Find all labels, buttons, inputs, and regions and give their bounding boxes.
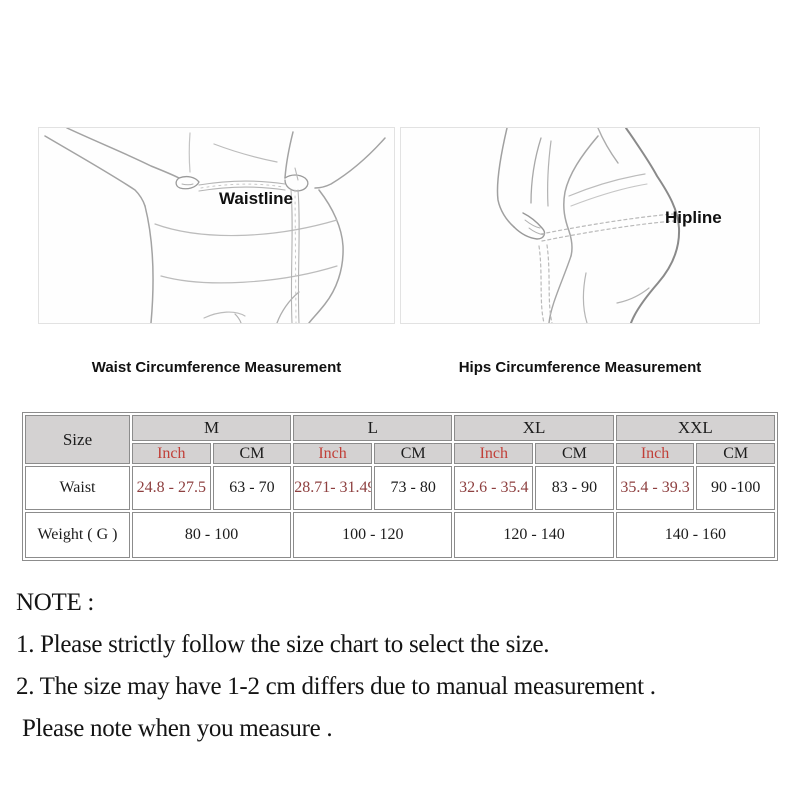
size-col-m: M [131,415,292,441]
hip-measure-line-art-icon [496,128,681,323]
weight-row-label: Weight ( G ) [25,512,130,558]
note-line-3: Please note when you measure . [22,715,333,742]
unit-cm-l: CM [373,443,453,464]
waist-inch-m: 24.8 - 27.5 [131,466,211,510]
waist-measure-line-art-icon [44,128,386,323]
hips-illustration-panel: Hipline [400,127,760,324]
waist-illustration-panel: Waistline [38,127,395,324]
size-header-row: Size M L XL XXL [25,415,775,464]
unit-cm-xxl: CM [696,443,775,464]
weight-xxl: 140 - 160 [615,512,775,558]
size-corner-cell: Size [25,415,130,464]
waist-caption: Waist Circumference Measurement [91,359,342,376]
unit-inch-xl: Inch [454,443,534,464]
unit-inch-l: Inch [293,443,372,464]
waist-cm-m: 63 - 70 [212,466,292,510]
hips-caption: Hips Circumference Measurement [458,359,702,376]
unit-header-row: Inch CM Inch CM Inch CM Inch CM [25,443,775,464]
unit-inch-xxl: Inch [615,443,695,464]
note-line-2: 2. The size may have 1-2 cm differs due … [16,673,656,700]
waistline-label: Waistline [219,189,293,208]
waist-cm-xl: 83 - 90 [535,466,614,510]
unit-cm-m: CM [212,443,292,464]
size-col-l: L [293,415,453,441]
waist-inch-xl: 32.6 - 35.4 [454,466,534,510]
waist-inch-xxl: 35.4 - 39.3 [615,466,695,510]
waist-row-label: Waist [25,466,130,510]
size-col-xxl: XXL [615,415,775,441]
notes-section: NOTE : 1. Please strictly follow the siz… [16,582,792,750]
waist-cm-xxl: 90 -100 [696,466,775,510]
notes-heading: NOTE : [16,589,95,616]
waist-inch-l: 28.71- 31.49 [293,466,372,510]
waist-row: Waist 24.8 - 27.5 63 - 70 28.71- 31.49 7… [25,466,775,510]
hipline-label: Hipline [665,208,722,227]
weight-row: Weight ( G ) 80 - 100 100 - 120 120 - 14… [25,512,775,558]
unit-cm-xl: CM [535,443,614,464]
weight-l: 100 - 120 [293,512,453,558]
note-line-1: 1. Please strictly follow the size chart… [16,631,550,658]
weight-m: 80 - 100 [131,512,292,558]
waist-cm-l: 73 - 80 [373,466,453,510]
unit-inch-m: Inch [131,443,211,464]
size-chart-table: Size M L XL XXL Inch CM Inch CM Inch CM … [22,412,778,561]
size-col-xl: XL [454,415,614,441]
weight-xl: 120 - 140 [454,512,614,558]
